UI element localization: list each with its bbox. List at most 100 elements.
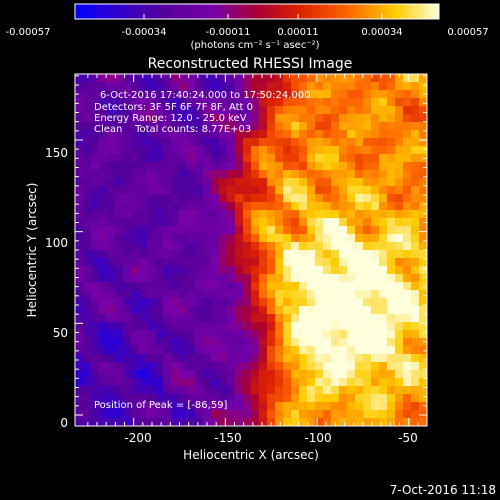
heatmap-cell bbox=[371, 394, 380, 403]
heatmap-cell bbox=[139, 306, 148, 315]
heatmap-cell bbox=[187, 90, 196, 99]
heatmap-cell bbox=[227, 202, 236, 211]
heatmap-cell bbox=[219, 106, 228, 115]
heatmap-cell bbox=[267, 218, 276, 227]
heatmap-cell bbox=[315, 234, 324, 243]
heatmap-cell bbox=[339, 210, 348, 219]
heatmap-cell bbox=[371, 146, 380, 155]
heatmap-cell bbox=[131, 394, 140, 403]
heatmap-cell bbox=[147, 394, 156, 403]
heatmap-cell bbox=[115, 330, 124, 339]
heatmap-cell bbox=[115, 170, 124, 179]
heatmap-cell bbox=[299, 186, 308, 195]
heatmap-cell bbox=[75, 370, 84, 379]
heatmap-cell bbox=[155, 274, 164, 283]
heatmap-cell bbox=[379, 170, 388, 179]
heatmap-cell bbox=[347, 378, 356, 387]
heatmap-cell bbox=[283, 378, 292, 387]
heatmap-cell bbox=[347, 410, 356, 419]
heatmap-cell bbox=[347, 346, 356, 355]
heatmap-cell bbox=[307, 354, 316, 363]
heatmap-cell bbox=[275, 402, 284, 411]
heatmap-cell bbox=[115, 82, 124, 91]
heatmap-cell bbox=[171, 210, 180, 219]
heatmap-cell bbox=[91, 274, 100, 283]
heatmap-cell bbox=[219, 146, 228, 155]
heatmap-cell bbox=[291, 378, 300, 387]
heatmap-cell bbox=[323, 338, 332, 347]
heatmap-cell bbox=[395, 74, 404, 83]
heatmap-cell bbox=[163, 146, 172, 155]
heatmap-cell bbox=[195, 162, 204, 171]
heatmap-cell bbox=[243, 362, 252, 371]
heatmap-cell bbox=[275, 122, 284, 131]
heatmap-cell bbox=[163, 282, 172, 291]
heatmap-cell bbox=[91, 306, 100, 315]
heatmap-cell bbox=[147, 362, 156, 371]
heatmap-cell bbox=[187, 258, 196, 267]
heatmap-cell bbox=[243, 74, 252, 83]
heatmap-cell bbox=[211, 194, 220, 203]
heatmap-cell bbox=[107, 330, 116, 339]
heatmap-cell bbox=[259, 226, 268, 235]
heatmap-cell bbox=[267, 98, 276, 107]
heatmap-cell bbox=[155, 330, 164, 339]
heatmap-cell bbox=[131, 250, 140, 259]
heatmap-cell bbox=[355, 386, 364, 395]
heatmap-cell bbox=[179, 386, 188, 395]
heatmap-cell bbox=[299, 386, 308, 395]
heatmap-cell bbox=[419, 194, 427, 203]
heatmap-cell bbox=[371, 74, 380, 83]
heatmap-cell bbox=[339, 186, 348, 195]
heatmap-cell bbox=[91, 330, 100, 339]
heatmap-cell bbox=[203, 202, 212, 211]
heatmap-cell bbox=[267, 346, 276, 355]
heatmap-cell bbox=[395, 242, 404, 251]
heatmap-cell bbox=[275, 330, 284, 339]
heatmap-cell bbox=[363, 378, 372, 387]
heatmap-cell bbox=[323, 82, 332, 91]
heatmap-cell bbox=[195, 322, 204, 331]
heatmap-cell bbox=[203, 386, 212, 395]
heatmap-cell bbox=[331, 298, 340, 307]
heatmap-cell bbox=[355, 274, 364, 283]
heatmap-cell bbox=[339, 114, 348, 123]
heatmap-cell bbox=[323, 242, 332, 251]
heatmap-cell bbox=[163, 386, 172, 395]
heatmap-cell bbox=[75, 194, 84, 203]
heatmap-cell bbox=[147, 402, 156, 411]
heatmap-cell bbox=[403, 234, 412, 243]
heatmap-cell bbox=[179, 362, 188, 371]
heatmap-cell bbox=[179, 266, 188, 275]
heatmap-cell bbox=[155, 170, 164, 179]
heatmap-cell bbox=[339, 386, 348, 395]
heatmap-cell bbox=[267, 130, 276, 139]
heatmap-cell bbox=[179, 282, 188, 291]
heatmap-cell bbox=[355, 106, 364, 115]
heatmap-cell bbox=[355, 370, 364, 379]
heatmap-cell bbox=[243, 402, 252, 411]
heatmap-cell bbox=[235, 242, 244, 251]
heatmap-cell bbox=[187, 410, 196, 419]
heatmap-cell bbox=[91, 362, 100, 371]
heatmap-cell bbox=[123, 354, 132, 363]
heatmap-cell bbox=[419, 122, 427, 131]
heatmap-cell bbox=[283, 250, 292, 259]
heatmap-cell bbox=[315, 322, 324, 331]
heatmap-cell bbox=[379, 330, 388, 339]
heatmap-cell bbox=[163, 266, 172, 275]
heatmap-cell bbox=[83, 362, 92, 371]
heatmap-cell bbox=[107, 338, 116, 347]
heatmap-cell bbox=[259, 394, 268, 403]
heatmap-cell bbox=[211, 178, 220, 187]
heatmap-cell bbox=[211, 322, 220, 331]
heatmap-cell bbox=[283, 338, 292, 347]
heatmap-cell bbox=[403, 106, 412, 115]
heatmap-cell bbox=[283, 218, 292, 227]
heatmap-cell bbox=[339, 346, 348, 355]
heatmap-cell bbox=[155, 290, 164, 299]
heatmap-cell bbox=[267, 146, 276, 155]
heatmap-cell bbox=[75, 170, 84, 179]
heatmap-cell bbox=[315, 242, 324, 251]
heatmap-cell bbox=[395, 298, 404, 307]
